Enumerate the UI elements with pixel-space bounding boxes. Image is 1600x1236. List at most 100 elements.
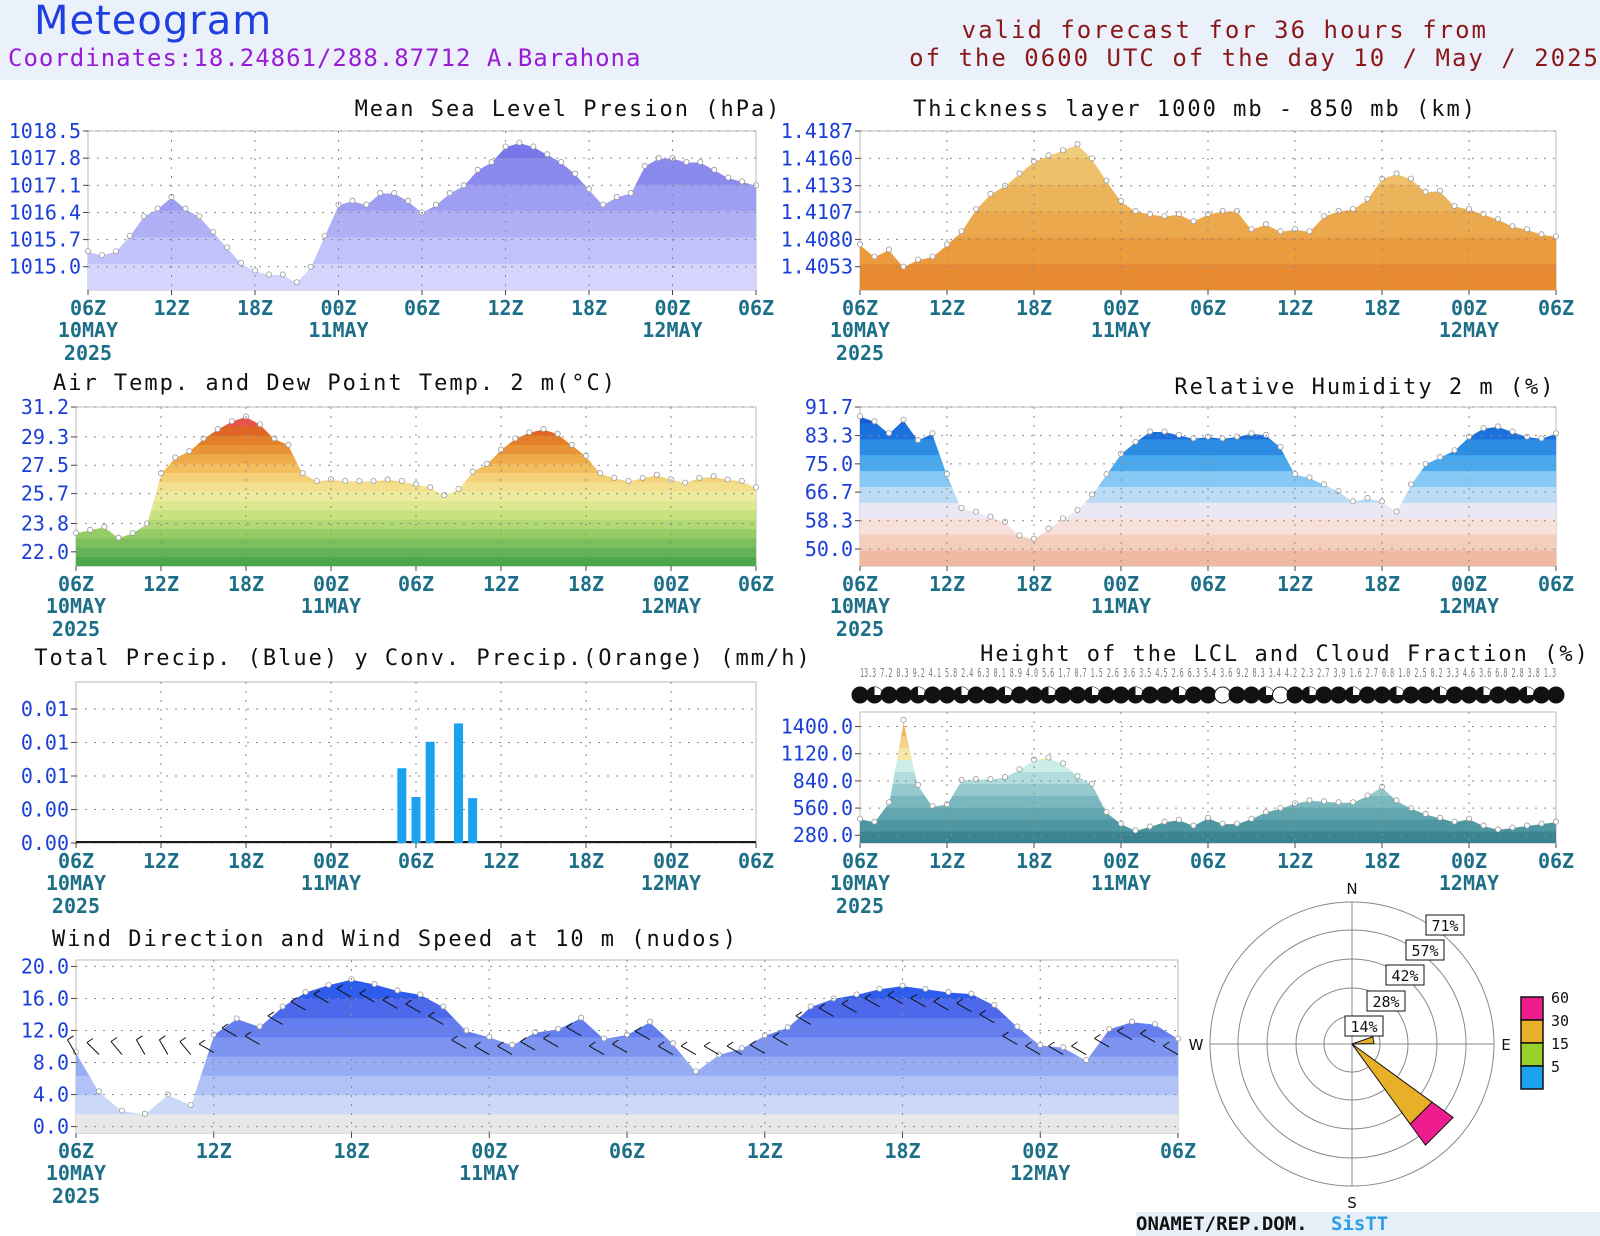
rh-point <box>1176 431 1183 438</box>
thickness-ytick-label: 1.4080 <box>781 227 853 251</box>
temp-point <box>384 476 391 483</box>
lcl-xtick-label: 06Z <box>1190 849 1226 873</box>
lcl-point <box>1335 799 1342 806</box>
rh-band-5 <box>860 470 1556 487</box>
rh-point <box>1538 435 1545 442</box>
rh-point <box>1509 428 1516 435</box>
rh-point <box>1016 532 1023 539</box>
mslp-point <box>544 151 551 158</box>
temp-point <box>554 430 561 437</box>
rh-point <box>1219 435 1226 442</box>
temp-ytick-label: 29.3 <box>21 425 69 449</box>
rh-date-label: 10MAY <box>830 594 890 618</box>
wind-barb-flag <box>336 984 344 990</box>
wind-barb <box>749 1044 766 1054</box>
temp-band-6 <box>76 500 756 511</box>
temp-point <box>724 476 731 483</box>
wind-barb-flag <box>110 1037 118 1042</box>
mslp-ytick-label: 1016.4 <box>9 200 81 224</box>
rh-point <box>1234 433 1241 440</box>
lcl-xtick-label: 12Z <box>1277 849 1313 873</box>
rh-point <box>1321 481 1328 488</box>
wind-point <box>784 1024 791 1031</box>
windrose-label-n: N <box>1346 880 1357 898</box>
precip-xtick-label: 06Z <box>398 849 434 873</box>
wind-barb <box>910 997 926 1008</box>
lcl-band-0 <box>860 831 1556 843</box>
windrose-legend-label: 30 <box>1551 1012 1569 1030</box>
wind-ytick-label: 16.0 <box>21 986 69 1010</box>
lcl-point <box>1248 815 1255 822</box>
wind-xtick-label: 12Z <box>196 1139 232 1163</box>
wind-barb-flag <box>1094 1033 1101 1039</box>
temp-xtick-label: 06Z <box>738 572 774 596</box>
thickness-xtick-label: 06Z <box>1538 296 1574 320</box>
thickness-point <box>1205 211 1212 218</box>
wind-barb-flag <box>1163 1041 1170 1047</box>
windrose-petal-segment <box>1409 1101 1454 1146</box>
temp-point <box>455 485 462 492</box>
thickness-xtick-label: 12Z <box>929 296 965 320</box>
wind-ytick-label: 4.0 <box>33 1083 69 1107</box>
wind-barb-flag <box>543 1033 550 1039</box>
windrose-legend-label: 60 <box>1551 989 1569 1007</box>
wind-barb-flag <box>589 1041 596 1047</box>
lcl-cloud-marker <box>1359 686 1376 704</box>
lcl-date-label: 11MAY <box>1091 871 1151 895</box>
wind-barb <box>795 1015 811 1025</box>
rh-xtick-label: 06Z <box>1190 572 1226 596</box>
lcl-cloud-marker <box>1069 686 1086 704</box>
wind-barb <box>979 1013 995 1024</box>
mslp-xtick-label: 06Z <box>738 296 774 320</box>
lcl-date-label: 10MAY <box>830 871 890 895</box>
thickness-point <box>1350 205 1357 212</box>
temp-point <box>285 441 292 448</box>
thickness-title: Thickness layer 1000 mb - 850 mb (km) <box>913 97 1477 122</box>
windrose-legend-swatch <box>1520 1042 1544 1067</box>
wind-xtick-label: 18Z <box>884 1139 920 1163</box>
lcl-cloud-marker-gap <box>918 687 926 695</box>
wind-barb <box>864 997 880 1008</box>
temp-xtick-label: 00Z <box>313 572 349 596</box>
temp-point <box>101 523 108 530</box>
thickness-point <box>871 253 878 260</box>
mslp-point <box>711 166 718 173</box>
rh-point <box>1002 518 1009 525</box>
wind-ytick-label: 8.0 <box>33 1051 69 1075</box>
temp-point <box>653 471 660 478</box>
footer-bar: ONAMET/REP.DOM. SisTT <box>1136 1212 1600 1236</box>
temp-point <box>597 470 604 477</box>
rh-point <box>1292 471 1299 478</box>
lcl-point <box>1045 754 1052 761</box>
windrose-ring-label: 71% <box>1431 917 1458 935</box>
mslp-point <box>558 159 565 166</box>
header-bar: Meteogram Coordinates:18.24861/288.87712… <box>0 0 1600 80</box>
lcl-title: Height of the LCL and Cloud Fraction (%) <box>980 642 1590 667</box>
thickness-point <box>886 246 893 253</box>
thickness-point <box>1132 208 1139 215</box>
temp-point <box>469 468 476 475</box>
lcl-point <box>1089 780 1096 787</box>
rh-point <box>973 508 980 515</box>
thickness-point <box>915 256 922 263</box>
temp-point <box>129 529 136 536</box>
rh-ytick-label: 75.0 <box>805 452 853 476</box>
mslp-date-label: 10MAY <box>58 318 118 342</box>
wind-barb-flag <box>179 1037 187 1042</box>
rh-point <box>915 437 922 444</box>
thickness-point <box>1190 218 1197 225</box>
lcl-point <box>1190 822 1197 829</box>
lcl-cloud-marker <box>1286 686 1304 704</box>
windrose-petal-segment <box>1351 1036 1375 1045</box>
temp-date-label: 2025 <box>52 617 100 641</box>
wind-point <box>807 1003 814 1010</box>
lcl-band-1 <box>860 819 1556 832</box>
rh-ytick-label: 91.7 <box>805 395 853 419</box>
wind-point <box>95 1088 102 1095</box>
wind-point <box>991 1001 998 1008</box>
mslp-point <box>251 267 258 274</box>
wind-barb <box>543 1037 559 1048</box>
thickness-point <box>1437 187 1444 194</box>
temp-point <box>696 474 703 481</box>
precip-xtick-label: 12Z <box>143 849 179 873</box>
